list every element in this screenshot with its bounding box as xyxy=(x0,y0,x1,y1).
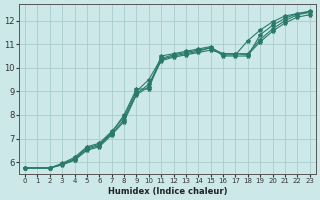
X-axis label: Humidex (Indice chaleur): Humidex (Indice chaleur) xyxy=(108,187,227,196)
